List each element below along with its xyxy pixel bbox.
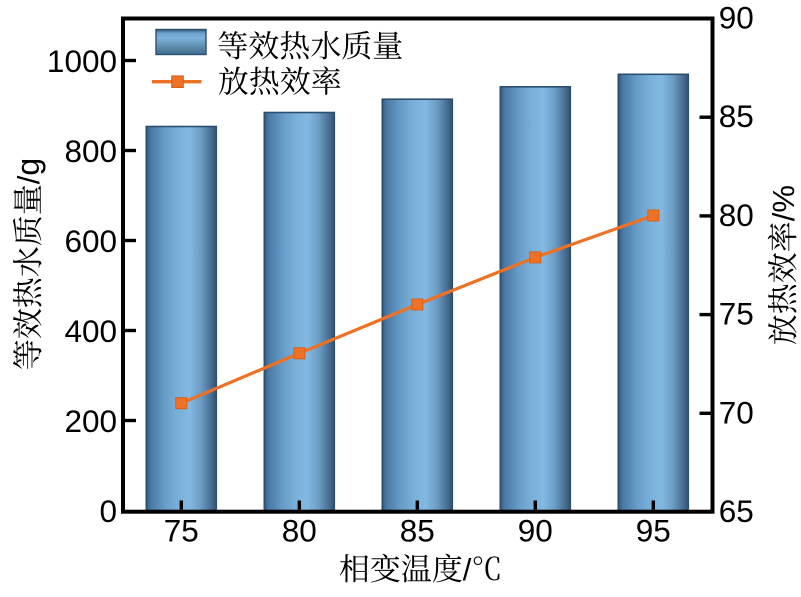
svg-text:/: / [463, 552, 472, 587]
svg-text:70: 70 [719, 394, 754, 430]
svg-text:75: 75 [719, 296, 754, 332]
svg-text:85: 85 [400, 513, 435, 549]
svg-text:/: / [11, 175, 46, 184]
svg-text:80: 80 [719, 197, 754, 233]
svg-text:200: 200 [64, 403, 117, 439]
svg-text:0: 0 [99, 493, 117, 529]
svg-text:75: 75 [164, 513, 199, 549]
svg-text:800: 800 [64, 133, 117, 169]
svg-text:90: 90 [518, 513, 553, 549]
svg-text:65: 65 [719, 493, 754, 529]
svg-text:80: 80 [282, 513, 317, 549]
svg-text:1000: 1000 [47, 43, 117, 79]
svg-text:95: 95 [636, 513, 671, 549]
svg-text:600: 600 [64, 223, 117, 259]
svg-text:g: g [10, 158, 46, 176]
svg-text:/%: /% [766, 185, 801, 221]
svg-text:85: 85 [719, 98, 754, 134]
svg-text:90: 90 [719, 0, 754, 36]
svg-text:400: 400 [64, 313, 117, 349]
